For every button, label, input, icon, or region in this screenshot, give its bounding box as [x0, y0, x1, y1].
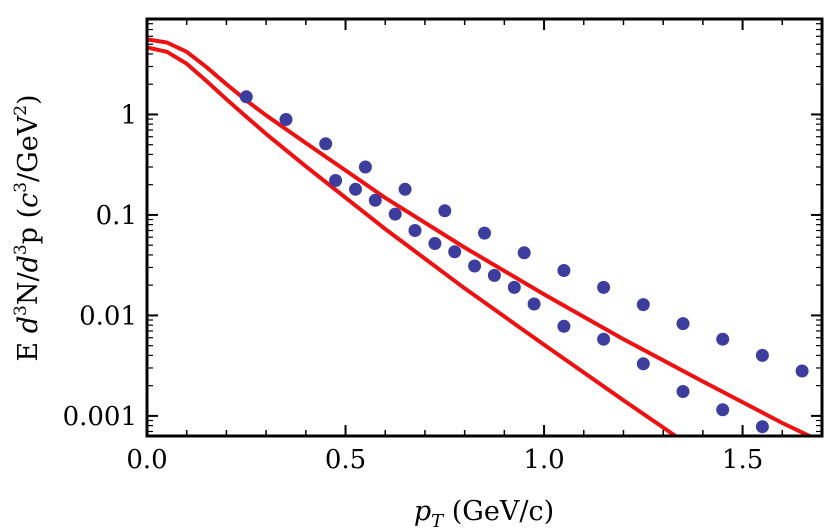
data-upper-point: [358, 160, 372, 174]
y-axis-title: E d3N/d3p (c3/GeV2): [11, 94, 44, 361]
model-lower-curve: [147, 45, 680, 436]
data-upper-point: [676, 317, 690, 331]
data-lower-point: [755, 420, 769, 434]
x-tick-label: 1.5: [722, 445, 763, 475]
data-lower-point: [468, 259, 482, 273]
x-tick-label: 0.0: [126, 445, 167, 475]
data-upper-point: [755, 348, 769, 362]
data-lower-point: [527, 297, 541, 311]
data-upper-point: [636, 298, 650, 312]
data-upper-point: [438, 204, 452, 218]
data-lower-point: [329, 174, 343, 187]
y-tick-label: 0.001: [63, 402, 137, 432]
data-upper-point: [279, 113, 293, 126]
data-lower-point: [448, 245, 462, 259]
data-lower-point: [597, 332, 611, 346]
data-lower-point: [428, 237, 442, 250]
data-lower-point: [408, 224, 422, 237]
data-upper-point: [597, 280, 611, 294]
data-upper-point: [398, 182, 412, 196]
data-lower-point: [557, 319, 571, 333]
data-lower-point: [676, 385, 690, 398]
data-upper-point: [795, 364, 809, 378]
x-tick-label: 0.5: [325, 445, 366, 475]
y-tick-label: 1: [120, 100, 137, 130]
model-upper-curve: [147, 37, 815, 436]
data-upper-point: [319, 137, 333, 151]
data-lower-point: [507, 280, 521, 294]
data-lower-point: [349, 182, 362, 196]
data-lower-point: [487, 268, 501, 282]
data-upper-point: [478, 226, 491, 240]
data-lower-point: [388, 207, 402, 221]
plot-frame: [145, 17, 824, 438]
data-lower-point: [636, 357, 650, 371]
x-tick-label: 1.0: [523, 445, 564, 475]
data-lower-point: [368, 193, 382, 207]
data-upper-point: [716, 332, 730, 346]
data-upper-point: [517, 246, 531, 260]
data-upper-point: [239, 90, 253, 104]
y-tick-label: 0.01: [79, 301, 137, 331]
data-upper-point: [557, 264, 571, 277]
x-axis-title: pT (GeV/c): [414, 496, 554, 530]
data-lower-point: [716, 403, 730, 417]
y-tick-label: 0.1: [96, 201, 137, 231]
